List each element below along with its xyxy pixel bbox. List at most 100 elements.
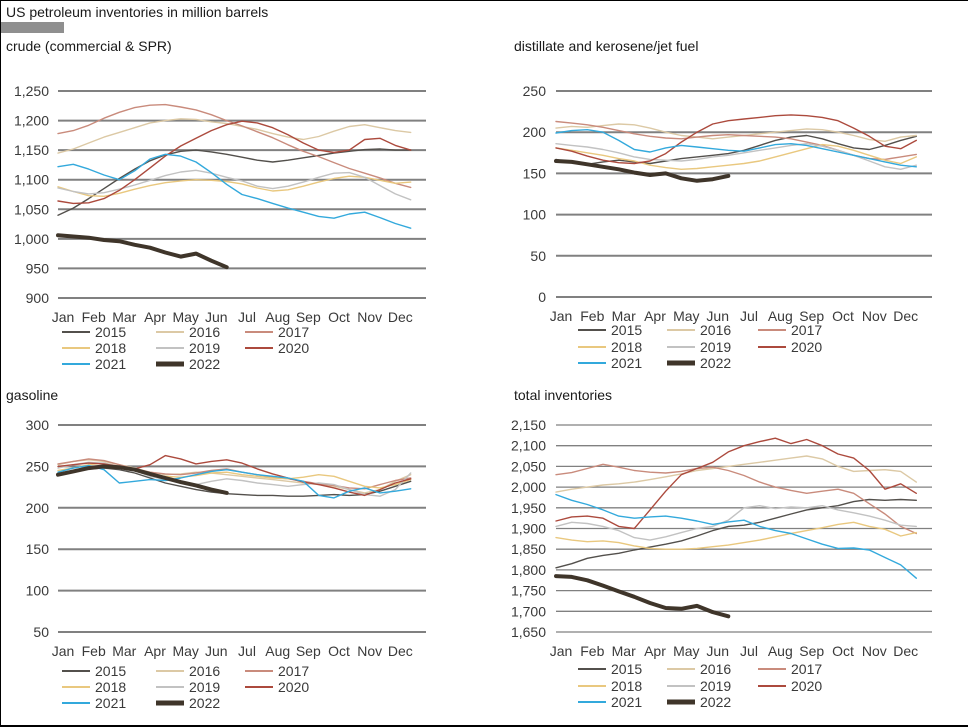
x-axis-month-label: May: [172, 309, 198, 325]
x-axis-month-label: Nov: [357, 309, 382, 325]
legend-label-2015: 2015: [611, 322, 642, 338]
x-axis-month-label: Feb: [580, 643, 604, 659]
title-accent-bar: [1, 22, 64, 33]
series-line-2018: [555, 143, 917, 171]
x-axis-month-label: Jan: [52, 643, 75, 659]
x-axis-month-label: Jan: [550, 308, 573, 324]
x-axis-month-label: Oct: [832, 308, 854, 324]
y-axis-tick-label: 150: [26, 541, 50, 557]
series-line-2022: [554, 574, 731, 619]
x-axis-month-label: Dec: [893, 643, 918, 659]
legend-label-2015: 2015: [95, 324, 126, 340]
legend-label-2019: 2019: [189, 340, 220, 356]
x-axis-month-label: Sep: [296, 643, 321, 659]
y-axis-tick-label: 1,950: [511, 500, 546, 516]
legend-label-2020: 2020: [791, 678, 822, 694]
x-axis-month-label: Mar: [612, 308, 636, 324]
series-line-2022: [56, 464, 229, 495]
legend-label-2022: 2022: [700, 694, 731, 710]
x-axis-month-label: Sep: [799, 308, 824, 324]
series-line-2015: [57, 467, 412, 497]
legend-label-2021: 2021: [95, 356, 126, 372]
x-axis-month-label: Sep: [799, 643, 824, 659]
x-axis-month-label: May: [673, 308, 699, 324]
x-axis-month-label: Dec: [388, 309, 413, 325]
y-axis-tick-label: 250: [26, 458, 50, 474]
x-axis-month-label: May: [673, 643, 699, 659]
legend-label-2020: 2020: [791, 339, 822, 355]
y-axis-tick-label: 1,000: [14, 231, 49, 247]
series-line-2020: [555, 114, 917, 165]
legend-label-2017: 2017: [791, 661, 822, 677]
x-axis-month-label: Apr: [144, 643, 166, 659]
y-axis-tick-label: 2,100: [511, 438, 546, 454]
legend-label-2016: 2016: [189, 324, 220, 340]
chart-distillate-title: distillate and kerosene/jet fuel: [514, 38, 699, 54]
legend-label-2021: 2021: [611, 694, 642, 710]
y-axis-tick-label: 150: [523, 165, 547, 181]
x-axis-month-label: Feb: [82, 643, 106, 659]
y-axis-tick-label: 1,150: [14, 142, 49, 158]
x-axis-month-label: Jun: [706, 643, 729, 659]
legend-label-2019: 2019: [189, 679, 220, 695]
legend-label-2022: 2022: [700, 355, 731, 371]
series-line-2021: [555, 493, 917, 579]
x-axis-month-label: Aug: [768, 643, 793, 659]
legend-label-2021: 2021: [95, 695, 126, 711]
series-line-2016: [57, 118, 412, 154]
series-line-2019: [57, 169, 412, 201]
series-line-2021: [57, 153, 412, 229]
x-axis-month-label: Dec: [388, 643, 413, 659]
legend-label-2017: 2017: [791, 322, 822, 338]
y-axis-tick-label: 900: [26, 290, 50, 306]
series-line-2015: [555, 134, 917, 166]
x-axis-month-label: Aug: [265, 309, 290, 325]
y-axis-tick-label: 200: [523, 124, 547, 140]
legend-label-2020: 2020: [278, 340, 309, 356]
y-axis-tick-label: 100: [26, 583, 50, 599]
y-axis-tick-label: 250: [523, 83, 547, 99]
x-axis-month-label: Jan: [52, 309, 75, 325]
x-axis-month-label: Dec: [893, 308, 918, 324]
legend-label-2016: 2016: [700, 661, 731, 677]
y-axis-tick-label: 2,050: [511, 458, 546, 474]
chart-crude: crude (commercial & SPR) 1,250 1,200 1,150…: [1, 37, 485, 384]
series-line-2018: [57, 175, 412, 198]
y-axis-tick-label: 200: [26, 500, 50, 516]
series-line-2017: [555, 463, 917, 535]
series-line-2016: [555, 123, 917, 143]
x-axis-month-label: Mar: [612, 643, 636, 659]
chart-total-inventories-plot: 2,150 2,100 2,050 2,000 1,950 1,900 1,850 1,800…: [511, 417, 932, 710]
legend-label-2019: 2019: [700, 678, 731, 694]
x-axis-month-label: Nov: [357, 643, 382, 659]
legend-label-2016: 2016: [700, 322, 731, 338]
x-axis-month-label: Apr: [644, 643, 666, 659]
y-axis-tick-label: 50: [530, 248, 546, 264]
x-axis-month-label: Jun: [706, 308, 729, 324]
series-line-2015: [555, 498, 917, 569]
x-axis-month-label: Aug: [768, 308, 793, 324]
x-axis-month-label: Nov: [862, 308, 887, 324]
chart-total-inventories: total inventories 2,150 2,100 2,050 2,000 1,…: [485, 384, 968, 725]
x-axis-month-label: Aug: [265, 643, 290, 659]
legend-label-2017: 2017: [278, 324, 309, 340]
y-axis-tick-label: 0: [538, 289, 546, 305]
legend-label-2020: 2020: [278, 679, 309, 695]
x-axis-month-label: Oct: [832, 643, 854, 659]
y-axis-tick-label: 1,250: [14, 83, 49, 99]
chart-distillate: distillate and kerosene/jet fuel 250 200 1…: [485, 37, 968, 384]
legend-label-2015: 2015: [611, 661, 642, 677]
x-axis-month-label: Sep: [296, 309, 321, 325]
chart-total-inventories-title: total inventories: [514, 387, 613, 403]
x-axis-month-label: Jul: [238, 643, 256, 659]
legend-label-2019: 2019: [700, 339, 731, 355]
legend-label-2021: 2021: [611, 355, 642, 371]
x-axis-month-label: Oct: [328, 309, 350, 325]
y-axis-tick-label: 100: [523, 207, 547, 223]
y-axis-tick-label: 1,050: [14, 201, 49, 217]
series-line-2019: [555, 504, 917, 541]
series-line-2020: [57, 120, 412, 205]
